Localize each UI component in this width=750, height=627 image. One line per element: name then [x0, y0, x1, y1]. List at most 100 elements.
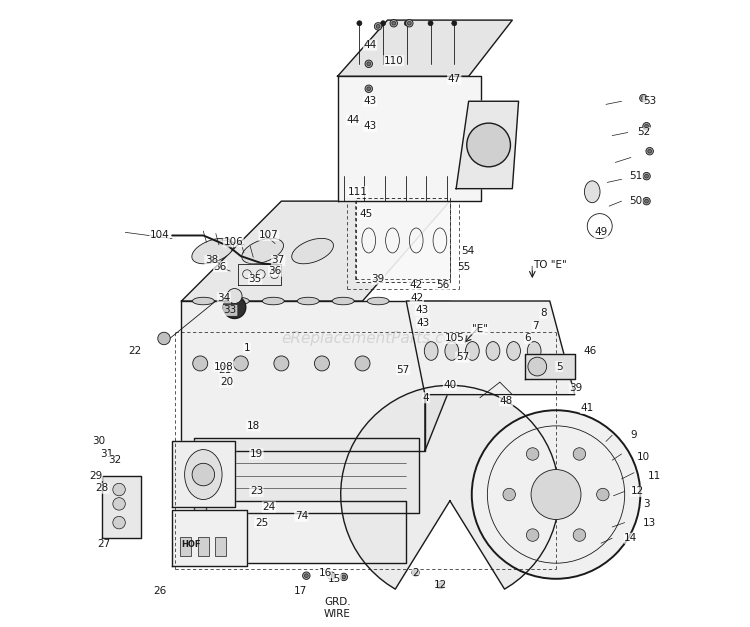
Text: 47: 47: [448, 75, 461, 85]
Polygon shape: [525, 354, 574, 379]
Text: HOF: HOF: [181, 540, 200, 549]
Polygon shape: [406, 301, 574, 394]
Text: 57: 57: [456, 352, 469, 362]
Circle shape: [376, 24, 380, 28]
Text: 53: 53: [643, 97, 656, 106]
Circle shape: [233, 356, 248, 371]
Text: 57: 57: [397, 365, 410, 375]
Circle shape: [404, 21, 410, 26]
Text: 28: 28: [95, 483, 109, 493]
Text: 54: 54: [460, 246, 474, 256]
Circle shape: [355, 356, 370, 371]
Text: 44: 44: [364, 40, 376, 50]
Text: 15: 15: [328, 574, 341, 584]
Text: TO "E": TO "E": [533, 260, 567, 270]
Circle shape: [390, 19, 398, 27]
Text: 107: 107: [259, 231, 279, 241]
Circle shape: [365, 60, 373, 68]
Circle shape: [436, 581, 444, 589]
Bar: [215, 537, 226, 556]
Ellipse shape: [527, 342, 541, 361]
Circle shape: [112, 517, 125, 529]
Text: 31: 31: [100, 449, 113, 459]
Circle shape: [329, 574, 333, 577]
Ellipse shape: [242, 238, 284, 264]
Text: 43: 43: [416, 318, 430, 328]
Circle shape: [340, 573, 347, 581]
Circle shape: [342, 575, 346, 579]
Circle shape: [406, 19, 413, 27]
Text: 56: 56: [436, 280, 449, 290]
Text: 35: 35: [248, 274, 262, 284]
Text: 22: 22: [128, 346, 141, 356]
Text: 37: 37: [272, 255, 285, 265]
Text: 38: 38: [205, 255, 218, 265]
Circle shape: [643, 198, 650, 205]
Circle shape: [412, 569, 419, 576]
Circle shape: [573, 448, 586, 460]
Circle shape: [304, 574, 308, 577]
Circle shape: [531, 470, 581, 520]
Text: 19: 19: [250, 449, 263, 459]
Text: 46: 46: [584, 346, 597, 356]
Circle shape: [367, 87, 370, 91]
Circle shape: [367, 62, 370, 66]
Ellipse shape: [297, 297, 320, 305]
Text: 8: 8: [540, 308, 547, 319]
Polygon shape: [456, 102, 518, 189]
Text: GRD.
WIRE: GRD. WIRE: [324, 598, 351, 619]
Polygon shape: [172, 441, 235, 507]
Text: 105: 105: [445, 334, 465, 344]
Text: "E": "E": [472, 324, 488, 334]
Text: 51: 51: [629, 171, 643, 181]
Polygon shape: [425, 301, 450, 451]
Circle shape: [466, 123, 511, 167]
Circle shape: [374, 23, 382, 30]
Text: 108: 108: [214, 362, 234, 372]
Text: 33: 33: [224, 305, 237, 315]
Ellipse shape: [192, 238, 233, 264]
Text: 13: 13: [643, 518, 656, 527]
Circle shape: [357, 21, 362, 26]
Text: 9: 9: [631, 430, 638, 440]
Circle shape: [472, 410, 640, 579]
Circle shape: [596, 488, 609, 501]
Circle shape: [227, 288, 242, 303]
Text: 23: 23: [250, 487, 263, 497]
Circle shape: [158, 332, 170, 345]
Text: 24: 24: [262, 502, 275, 512]
Text: 39: 39: [569, 383, 583, 393]
Circle shape: [640, 95, 647, 102]
Ellipse shape: [486, 342, 500, 361]
Text: 110: 110: [384, 56, 404, 66]
Ellipse shape: [193, 297, 214, 305]
Text: 10: 10: [637, 452, 650, 462]
Text: 42: 42: [410, 293, 424, 303]
Ellipse shape: [332, 297, 354, 305]
Circle shape: [439, 583, 442, 587]
Text: 6: 6: [524, 334, 531, 344]
Polygon shape: [340, 386, 560, 589]
Text: 40: 40: [443, 381, 457, 390]
Circle shape: [573, 529, 586, 541]
Polygon shape: [182, 201, 450, 301]
Circle shape: [314, 356, 329, 371]
Text: 29: 29: [89, 471, 103, 481]
Text: 43: 43: [364, 97, 376, 106]
Text: 30: 30: [92, 436, 106, 446]
Circle shape: [112, 483, 125, 496]
Text: 20: 20: [220, 377, 233, 387]
Circle shape: [274, 356, 289, 371]
Text: eReplacementParts.com: eReplacementParts.com: [282, 331, 468, 346]
Polygon shape: [238, 263, 281, 285]
Text: 39: 39: [371, 274, 385, 284]
Text: 34: 34: [217, 293, 230, 303]
Polygon shape: [194, 438, 418, 514]
Text: 44: 44: [346, 115, 360, 125]
Text: 43: 43: [364, 121, 376, 131]
Circle shape: [503, 488, 515, 501]
Circle shape: [328, 572, 335, 579]
Text: 52: 52: [637, 127, 650, 137]
Circle shape: [365, 85, 373, 93]
Circle shape: [380, 21, 386, 26]
